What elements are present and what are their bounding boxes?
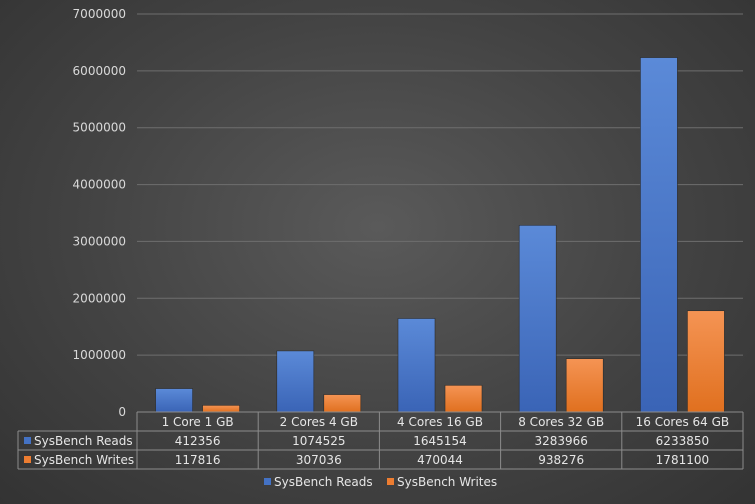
series-row-label: SysBench Reads <box>34 434 133 448</box>
y-tick-label: 7000000 <box>73 7 126 21</box>
series-row-label: SysBench Writes <box>34 453 134 467</box>
value-cell: 307036 <box>296 453 342 467</box>
legend-swatch <box>264 478 271 485</box>
legend-swatch <box>387 478 394 485</box>
bar-writes <box>565 358 604 413</box>
bar-writes <box>687 310 725 413</box>
y-tick-label: 1000000 <box>73 348 126 362</box>
bars <box>155 57 725 413</box>
value-cell: 938276 <box>538 453 584 467</box>
y-tick-label: 0 <box>118 405 126 419</box>
category-label: 1 Core 1 GB <box>162 415 234 429</box>
bar-reads <box>640 57 678 413</box>
legend-label: SysBench Writes <box>397 475 497 489</box>
bar-reads <box>518 224 557 413</box>
legend: SysBench Reads SysBench Writes <box>264 475 497 489</box>
category-label: 4 Cores 16 GB <box>397 415 483 429</box>
bar-writes <box>202 405 240 413</box>
value-cell: 470044 <box>417 453 463 467</box>
bar-reads <box>397 318 436 413</box>
value-cell: 6233850 <box>656 434 709 448</box>
category-label: 8 Cores 32 GB <box>518 415 604 429</box>
y-tick-label: 6000000 <box>73 64 126 78</box>
y-axis: 0 1000000 2000000 3000000 4000000 5000000 6000… <box>73 7 126 419</box>
category-label: 2 Cores 4 GB <box>280 415 358 429</box>
series-key-swatch <box>24 456 31 463</box>
value-cell: 117816 <box>175 453 221 467</box>
value-cell: 1781100 <box>656 453 709 467</box>
y-tick-label: 4000000 <box>73 178 126 192</box>
bar-reads <box>155 388 193 413</box>
y-tick-label: 2000000 <box>73 291 126 305</box>
bar-writes <box>444 384 483 413</box>
gridlines <box>137 13 743 356</box>
category-label: 16 Cores 64 GB <box>636 415 730 429</box>
data-table: 1 Core 1 GB 2 Cores 4 GB 4 Cores 16 GB 8 Co… <box>17 411 744 470</box>
series-key-swatch <box>24 437 31 444</box>
value-cell: 3283966 <box>534 434 587 448</box>
value-cell: 1645154 <box>413 434 466 448</box>
y-tick-label: 5000000 <box>73 121 126 135</box>
value-cell: 1074525 <box>292 434 345 448</box>
legend-label: SysBench Reads <box>274 475 373 489</box>
value-cell: 412356 <box>175 434 221 448</box>
y-tick-label: 3000000 <box>73 234 126 248</box>
bar-writes <box>323 394 362 413</box>
bar-reads <box>276 350 315 413</box>
